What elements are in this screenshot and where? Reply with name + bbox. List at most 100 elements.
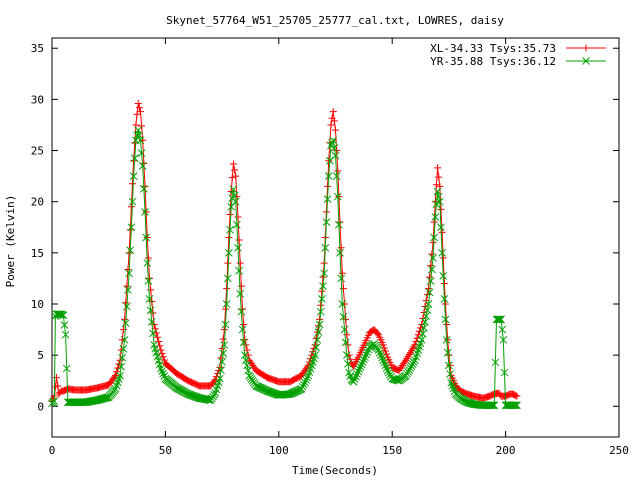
data-point xyxy=(297,385,306,393)
series-2 xyxy=(48,126,521,410)
data-point xyxy=(421,318,429,326)
legend-label: YR-35.88 Tsys:36.12 xyxy=(430,55,556,68)
data-point xyxy=(384,368,393,377)
data-point xyxy=(321,243,330,252)
data-point xyxy=(137,149,146,157)
x-tick-label: 50 xyxy=(159,444,172,457)
data-point xyxy=(499,335,508,344)
data-point xyxy=(304,361,312,369)
data-point xyxy=(131,139,139,147)
data-point xyxy=(226,225,234,234)
data-point xyxy=(127,203,135,211)
data-point xyxy=(425,288,434,297)
data-point xyxy=(363,348,372,356)
data-point xyxy=(381,361,390,370)
data-point xyxy=(117,362,126,371)
data-point xyxy=(330,144,339,152)
data-point xyxy=(215,374,224,383)
y-tick-label: 10 xyxy=(31,298,44,311)
data-point xyxy=(239,338,248,347)
data-point xyxy=(381,347,389,355)
data-point xyxy=(430,218,438,226)
data-point xyxy=(61,330,70,339)
y-tick-label: 20 xyxy=(31,196,44,209)
data-point xyxy=(332,126,339,134)
data-point xyxy=(156,342,164,350)
data-point xyxy=(361,353,369,362)
data-point xyxy=(487,401,495,410)
data-point xyxy=(423,306,432,314)
data-point xyxy=(320,269,329,278)
data-point xyxy=(418,320,426,328)
data-point xyxy=(298,382,307,391)
data-point xyxy=(335,220,343,229)
data-point xyxy=(125,269,133,278)
data-point xyxy=(60,321,69,329)
x-tick-label: 100 xyxy=(269,444,289,457)
data-point xyxy=(442,335,451,344)
data-point xyxy=(244,366,253,375)
data-point xyxy=(218,357,226,366)
data-point xyxy=(406,364,415,372)
data-point xyxy=(316,307,325,316)
data-point xyxy=(231,166,239,174)
data-point xyxy=(435,173,443,181)
data-point xyxy=(238,325,247,334)
data-point xyxy=(328,139,336,147)
data-point xyxy=(211,376,219,384)
chart-title: Skynet_57764_W51_25705_25777_cal.txt, LO… xyxy=(166,14,504,27)
data-point xyxy=(401,358,409,366)
data-point xyxy=(223,274,232,283)
data-point xyxy=(443,320,451,328)
data-point xyxy=(353,370,361,378)
data-point xyxy=(432,200,441,209)
data-point xyxy=(113,368,121,376)
data-point xyxy=(357,360,366,369)
y-tick-label: 15 xyxy=(31,247,44,260)
data-point xyxy=(142,208,150,216)
data-point xyxy=(342,351,351,360)
data-point xyxy=(493,315,502,324)
data-point xyxy=(489,401,497,410)
data-point xyxy=(443,348,452,357)
data-point xyxy=(305,358,313,366)
data-point xyxy=(303,373,312,382)
data-point xyxy=(426,277,435,285)
data-point xyxy=(160,372,169,380)
data-point xyxy=(313,328,321,336)
data-point xyxy=(434,192,443,201)
data-point xyxy=(417,335,426,344)
data-point xyxy=(403,369,411,378)
plot-frame xyxy=(51,37,620,438)
data-point xyxy=(329,108,337,116)
data-point xyxy=(420,324,428,332)
data-point xyxy=(419,314,427,322)
data-point xyxy=(220,341,229,349)
data-point xyxy=(498,325,507,334)
data-point xyxy=(212,373,220,381)
data-point xyxy=(420,309,428,317)
data-point xyxy=(355,365,364,373)
data-point xyxy=(126,246,135,255)
data-point xyxy=(380,344,388,352)
data-point xyxy=(379,356,387,365)
data-point xyxy=(440,295,449,303)
data-point xyxy=(217,366,225,375)
data-point xyxy=(488,401,496,410)
data-point xyxy=(155,338,163,346)
data-point xyxy=(327,141,335,150)
data-point xyxy=(121,319,130,328)
data-point xyxy=(128,197,137,206)
data-point xyxy=(441,300,449,308)
data-point xyxy=(318,295,326,303)
data-point xyxy=(141,182,149,190)
data-point xyxy=(334,167,342,175)
data-point xyxy=(153,333,161,341)
data-point xyxy=(344,359,352,368)
data-point xyxy=(446,361,454,369)
data-point xyxy=(159,369,167,378)
x-tick-label: 250 xyxy=(609,444,629,457)
data-point xyxy=(440,280,448,288)
data-point xyxy=(308,351,316,359)
data-point xyxy=(145,295,154,303)
